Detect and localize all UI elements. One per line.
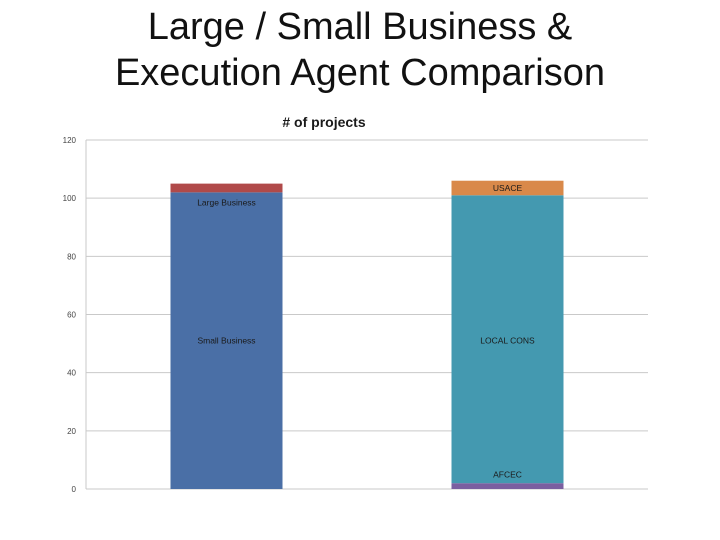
y-tick-label: 60	[67, 311, 76, 320]
bar-segment	[451, 483, 564, 489]
bar-segment	[170, 192, 283, 489]
y-tick-label: 120	[63, 136, 77, 145]
bar-segment	[170, 183, 283, 193]
bar-layer: Small Business Large Business AFCEC LOCAL C…	[170, 180, 564, 489]
segment-label: AFCEC	[493, 469, 522, 479]
slide-title: Large / Small Business & Execution Agent…	[0, 4, 720, 96]
slide-title-line-1: Large / Small Business &	[147, 6, 573, 48]
chart-title: # of projects	[282, 114, 365, 130]
y-tick-label: 0	[72, 485, 77, 494]
slide-title-line-2: Execution Agent Comparison	[114, 52, 606, 94]
bar-segment	[451, 195, 564, 484]
y-tick-label: 100	[63, 194, 77, 203]
bar-segment	[451, 180, 564, 196]
segment-label: Small Business	[197, 336, 255, 346]
segment-label: LOCAL CONS	[480, 336, 535, 346]
segment-label: Large Business	[197, 198, 256, 208]
y-tick-label: 20	[67, 427, 76, 436]
segment-label: USACE	[493, 183, 523, 193]
y-tick-label: 80	[67, 252, 76, 261]
y-tick-label: 40	[67, 369, 76, 378]
